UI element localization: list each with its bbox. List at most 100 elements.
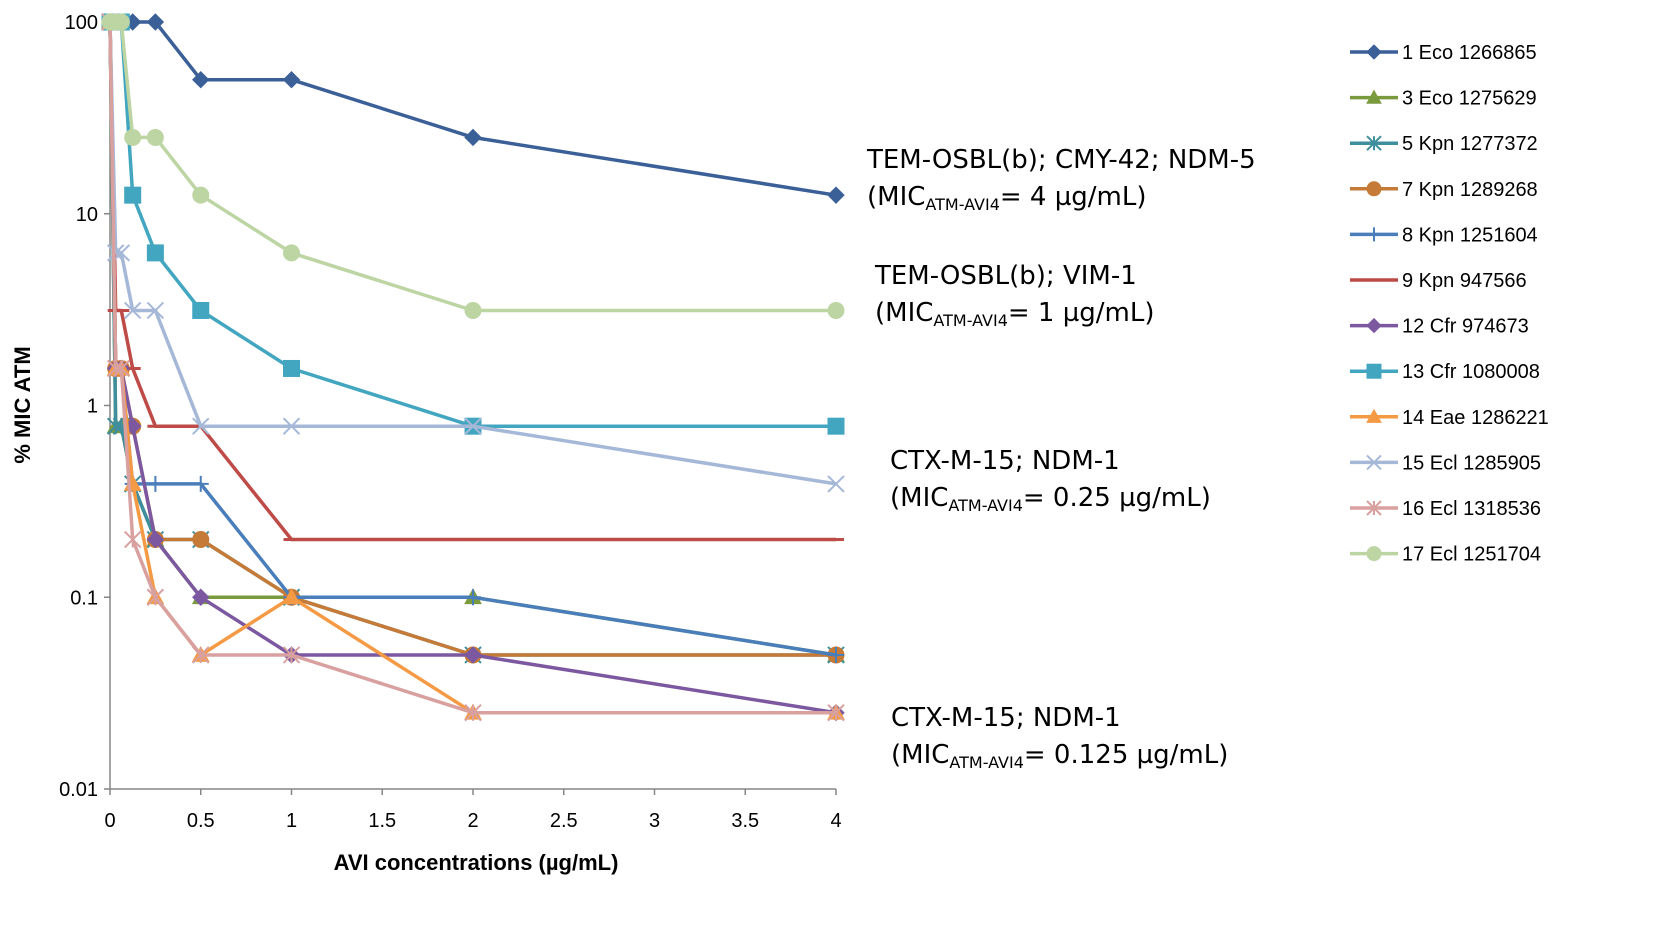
data-point — [192, 71, 210, 89]
data-point — [465, 589, 481, 606]
data-point — [827, 703, 845, 722]
x-tick-label: 2.5 — [550, 810, 578, 832]
y-axis-title: % MIC ATM — [10, 346, 35, 463]
data-point — [464, 417, 482, 435]
annotation-4-prefix: (MIC — [891, 740, 950, 770]
legend-label: 8 Kpn 1251604 — [1402, 224, 1538, 246]
x-tick-label: 3 — [649, 810, 660, 832]
legend-item: 16 Ecl 1318536 — [1350, 498, 1541, 520]
data-point — [827, 301, 845, 319]
legend-marker — [1367, 227, 1381, 242]
legend-item: 17 Ecl 1251704 — [1350, 544, 1541, 566]
series-9 — [101, 12, 845, 720]
legend-item: 3 Eco 1275629 — [1350, 88, 1537, 110]
annotation-1-line2: (MICATM-AVI4= 4 µg/mL) — [867, 179, 1256, 216]
annotation-2: TEM-OSBL(b); VIM-1 (MICATM-AVI4= 1 µg/mL… — [875, 258, 1155, 332]
legend-item: 7 Kpn 1289268 — [1350, 179, 1538, 201]
legend-label: 7 Kpn 1289268 — [1402, 179, 1538, 201]
legend-label: 14 Eae 1286221 — [1402, 407, 1549, 429]
data-point — [112, 359, 131, 378]
annotation-4-line2: (MICATM-AVI4= 0.125 µg/mL) — [891, 737, 1228, 774]
x-tick-label: 3.5 — [731, 810, 759, 832]
data-point — [827, 417, 845, 435]
annotation-1-prefix: (MIC — [867, 182, 926, 212]
data-point — [192, 588, 210, 606]
y-tick-label: 1 — [87, 396, 98, 418]
series-line — [110, 20, 836, 313]
annotation-3-suffix: = 0.25 µg/mL) — [1022, 483, 1211, 513]
x-axis-title: AVI concentrations (µg/mL) — [334, 850, 619, 875]
annotation-1-sub: ATM-AVI4 — [925, 195, 1000, 214]
series-4 — [101, 13, 845, 664]
legend-marker — [1366, 546, 1382, 562]
data-point — [282, 71, 301, 89]
annotation-4-sub: ATM-AVI4 — [949, 753, 1024, 772]
data-point — [124, 128, 142, 146]
data-point — [106, 244, 125, 262]
legend-label: 15 Ecl 1285905 — [1402, 452, 1541, 474]
annotation-3-prefix: (MIC — [890, 483, 949, 513]
data-point — [123, 530, 142, 549]
data-point — [828, 646, 844, 663]
series-1 — [101, 13, 845, 204]
data-point — [192, 646, 210, 664]
series-3 — [101, 13, 845, 664]
legend-marker — [1366, 317, 1382, 334]
data-point — [827, 186, 845, 204]
axes: 100 10 1 0.1 0.01 0 0.5 1 1.5 2 2.5 3 3.5 4 — [59, 12, 842, 832]
y-tick-label: 0.01 — [59, 779, 98, 801]
legend-marker — [1366, 89, 1382, 104]
legend-marker — [1366, 408, 1382, 423]
annotation-4-suffix: = 0.125 µg/mL) — [1023, 740, 1229, 770]
series-line — [108, 21, 837, 657]
annotation-3-line2: (MICATM-AVI4= 0.25 µg/mL) — [890, 480, 1211, 517]
legend-label: 12 Cfr 974673 — [1402, 316, 1529, 338]
data-point — [464, 703, 482, 722]
data-point — [123, 301, 142, 320]
legend-item: 5 Kpn 1277372 — [1350, 133, 1538, 155]
data-point — [147, 475, 164, 492]
legend-item: 1 Eco 1266865 — [1350, 42, 1537, 64]
legend-label: 5 Kpn 1277372 — [1402, 133, 1538, 155]
series-line — [108, 21, 836, 542]
annotation-3-sub: ATM-AVI4 — [948, 496, 1023, 515]
legend-item: 12 Cfr 974673 — [1350, 316, 1529, 338]
annotation-3: CTX-M-15; NDM-1 (MICATM-AVI4= 0.25 µg/mL… — [890, 443, 1211, 517]
data-point — [192, 417, 210, 435]
annotation-3-line1: CTX-M-15; NDM-1 — [890, 446, 1120, 476]
annotation-4-line1: CTX-M-15; NDM-1 — [891, 703, 1121, 733]
legend-label: 17 Ecl 1251704 — [1402, 544, 1541, 566]
legend-label: 1 Eco 1266865 — [1402, 42, 1537, 64]
series-8 — [101, 13, 845, 435]
series-2 — [101, 12, 845, 662]
x-tick-label: 0 — [104, 810, 115, 832]
legend-item: 14 Eae 1286221 — [1350, 407, 1549, 429]
annotation-4: CTX-M-15; NDM-1 (MICATM-AVI4= 0.125 µg/m… — [891, 700, 1228, 774]
series-line — [110, 20, 837, 197]
annotation-2-line1: TEM-OSBL(b); VIM-1 — [875, 261, 1137, 291]
x-tick-label: 0.5 — [187, 810, 215, 832]
legend-item: 13 Cfr 1080008 — [1350, 361, 1540, 383]
data-point — [464, 646, 482, 664]
series-line — [108, 21, 837, 715]
series-line — [110, 20, 836, 428]
data-point — [192, 475, 209, 492]
annotation-1-suffix: = 4 µg/mL) — [999, 182, 1147, 212]
legend-label: 3 Eco 1275629 — [1402, 88, 1537, 110]
data-point — [283, 359, 300, 377]
series-layer — [101, 12, 845, 722]
legend-item: 15 Ecl 1285905 — [1350, 452, 1541, 474]
series-5 — [102, 14, 844, 663]
legend-marker — [1366, 500, 1382, 516]
series-6 — [102, 20, 844, 542]
legend-marker — [1366, 363, 1382, 379]
data-point — [192, 531, 210, 549]
series-11 — [101, 13, 845, 722]
data-point — [146, 588, 165, 606]
annotation-2-suffix: = 1 µg/mL) — [1007, 298, 1155, 328]
data-point — [283, 244, 300, 262]
data-point — [282, 646, 301, 664]
data-point — [464, 128, 482, 147]
legend-marker — [1366, 135, 1382, 151]
